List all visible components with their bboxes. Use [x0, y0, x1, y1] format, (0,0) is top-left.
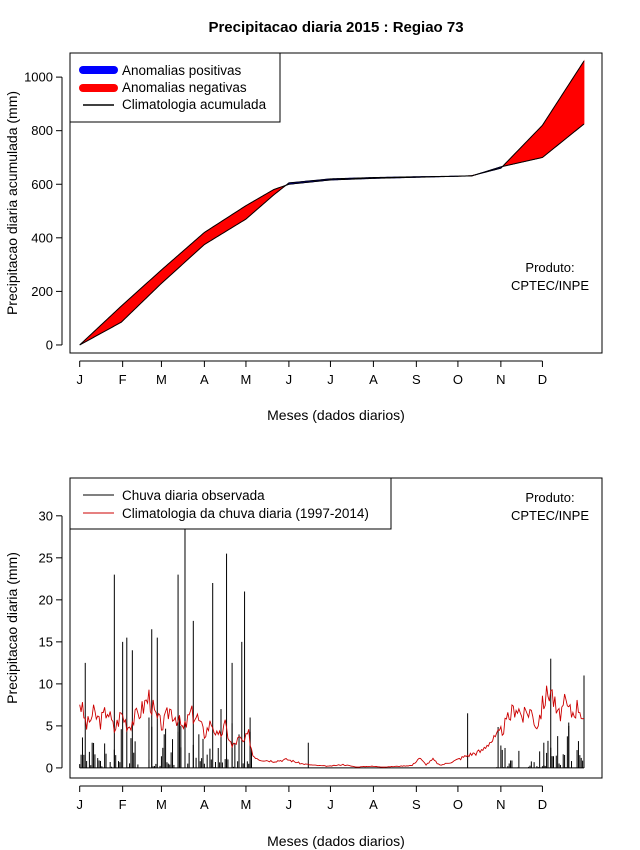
observed-accumulated-line	[79, 123, 585, 346]
negative-anomaly-area	[80, 185, 286, 345]
x-tick-label: J	[76, 797, 83, 812]
plot-frame	[69, 52, 603, 354]
y-tick-label: 0	[46, 760, 53, 775]
x-tick-label: D	[538, 372, 547, 387]
x-tick-label: A	[369, 372, 378, 387]
x-tick-label: F	[119, 372, 127, 387]
x-tick-label: J	[327, 372, 334, 387]
x-tick-label: J	[327, 797, 334, 812]
climatology-series	[79, 685, 585, 768]
legend-label-climatology: Climatologia acumulada	[122, 97, 267, 112]
x-tick-label: J	[76, 372, 83, 387]
x-tick-label: A	[200, 372, 209, 387]
y-axis-label: Precipitacao diaria (mm)	[4, 552, 20, 704]
y-tick-label: 800	[31, 123, 53, 138]
legend: Chuva diaria observada Climatologia da c…	[69, 477, 392, 530]
x-tick-label: N	[496, 797, 505, 812]
climatology-accumulated-line	[79, 60, 585, 346]
x-tick-label: J	[286, 797, 293, 812]
accumulated-panel: J F M A M J J A S O N D 0 200 400 600 800 1000 Meses (da…	[4, 52, 603, 423]
x-tick-label: J	[286, 372, 293, 387]
y-axis-label: Precipitacao diaria acumulada (mm)	[4, 91, 20, 315]
x-tick-label: M	[156, 797, 167, 812]
x-tick-label: O	[453, 797, 463, 812]
x-tick-label: M	[241, 372, 252, 387]
negative-anomaly-area	[503, 59, 585, 167]
y-tick-label: 400	[31, 230, 53, 245]
x-tick-label: M	[156, 372, 167, 387]
x-axis-label: Meses (dados diarios)	[267, 833, 405, 849]
legend-label-observed: Chuva diaria observada	[122, 488, 265, 503]
x-tick-label: F	[119, 797, 127, 812]
x-axis-label: Meses (dados diarios)	[267, 407, 405, 423]
y-tick-label: 200	[31, 284, 53, 299]
daily-panel: J F M A M J J A S O N D 0 5 10 15 20 25 30 Meses (dados d…	[4, 477, 603, 849]
x-tick-label: S	[412, 797, 421, 812]
x-tick-label: A	[200, 797, 209, 812]
climatology-daily-line	[79, 685, 585, 768]
x-tick-label: D	[538, 797, 547, 812]
y-tick-label: 25	[39, 550, 53, 565]
product-label: Produto:	[525, 490, 574, 505]
y-axis: 0 200 400 600 800 1000	[24, 70, 63, 352]
chart-title: Precipitacao diaria 2015 : Regiao 73	[208, 19, 463, 36]
y-axis: 0 5 10 15 20 25 30	[39, 508, 63, 775]
x-tick-label: A	[369, 797, 378, 812]
series-lines	[79, 60, 585, 346]
legend-label-positive: Anomalias positivas	[122, 63, 242, 78]
x-tick-label: O	[453, 372, 463, 387]
x-tick-label: N	[496, 372, 505, 387]
product-source: CPTEC/INPE	[511, 278, 589, 293]
x-tick-label: S	[412, 372, 421, 387]
legend: Anomalias positivas Anomalias negativas …	[69, 52, 281, 123]
product-source: CPTEC/INPE	[511, 508, 589, 523]
y-tick-label: 15	[39, 634, 53, 649]
x-tick-label: M	[241, 797, 252, 812]
y-tick-label: 5	[46, 718, 53, 733]
product-label: Produto:	[525, 260, 574, 275]
y-tick-label: 10	[39, 676, 53, 691]
legend-label-climatology: Climatologia da chuva diaria (1997-2014)	[122, 506, 369, 521]
y-tick-label: 600	[31, 177, 53, 192]
observed-bars	[79, 528, 585, 769]
y-tick-label: 30	[39, 508, 53, 523]
legend-box	[69, 477, 392, 530]
legend-label-negative: Anomalias negativas	[122, 80, 247, 95]
y-tick-label: 0	[46, 337, 53, 352]
y-tick-label: 20	[39, 592, 53, 607]
y-tick-label: 1000	[24, 70, 53, 85]
